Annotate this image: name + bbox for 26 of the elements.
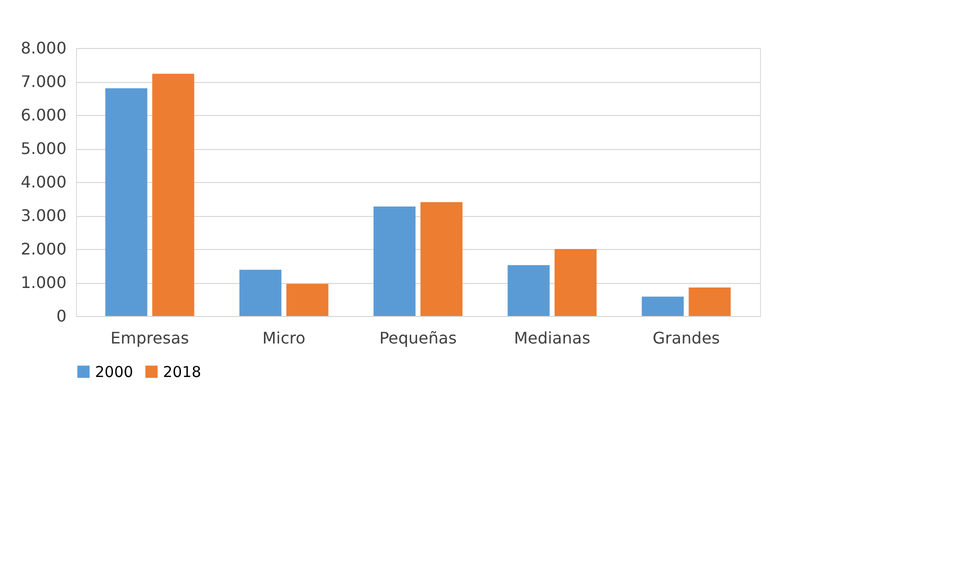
bar — [420, 202, 462, 316]
y-tick-label: 8.000 — [20, 38, 66, 58]
bar — [554, 249, 597, 316]
x-tick-label: Medianas — [514, 328, 590, 348]
bar — [642, 296, 684, 316]
bar — [374, 206, 416, 316]
x-tick-label: Pequeñas — [379, 328, 457, 348]
bar — [105, 88, 148, 316]
legend-label: 2000 — [95, 362, 134, 381]
y-tick-label: 2.000 — [20, 240, 66, 258]
y-tick-label: 6.000 — [20, 106, 66, 124]
y-tick-label: 4.000 — [20, 172, 66, 192]
x-tick-label: Grandes — [652, 328, 720, 348]
y-tick-label: 5.000 — [20, 139, 66, 158]
y-tick-label: 3.000 — [20, 206, 66, 225]
bar — [239, 270, 282, 316]
x-tick-label: Empresas — [110, 328, 189, 348]
x-tick-label: Micro — [262, 328, 306, 348]
legend-label: 2018 — [163, 362, 202, 381]
bar — [152, 74, 194, 316]
y-tick-label: 0 — [56, 306, 66, 326]
bar — [286, 284, 328, 316]
y-tick-label: 1.000 — [20, 273, 66, 292]
y-tick-label: 7.000 — [20, 72, 66, 91]
bar — [508, 265, 550, 316]
bar — [688, 288, 731, 316]
